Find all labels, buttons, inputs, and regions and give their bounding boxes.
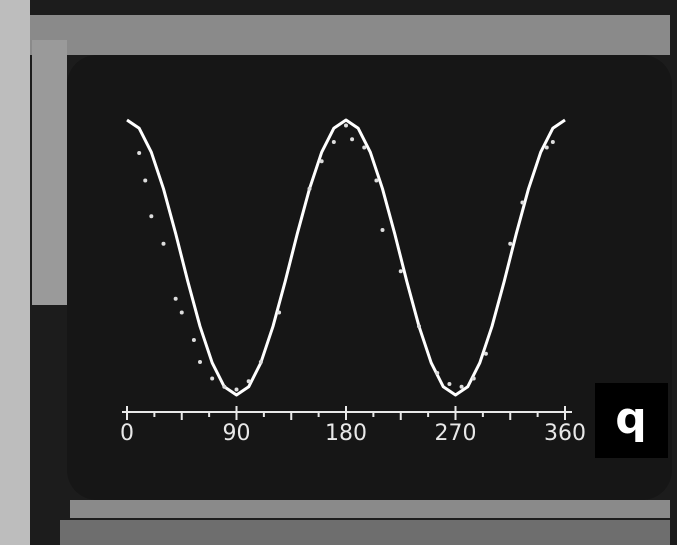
data-point (143, 179, 147, 183)
data-point (520, 201, 524, 205)
data-point (344, 124, 348, 128)
data-point (381, 228, 385, 232)
data-point (551, 140, 555, 144)
x-tick-label: 360 (544, 421, 586, 446)
data-point (447, 382, 451, 386)
data-point (399, 269, 403, 273)
chart: 0 90 180 270 360 q (0, 0, 677, 545)
x-tick-label: 90 (223, 421, 251, 446)
data-point (362, 146, 366, 150)
data-point (198, 360, 202, 364)
x-tick-label: 0 (120, 421, 134, 446)
data-point (162, 242, 166, 246)
data-point (435, 371, 439, 375)
data-point (222, 385, 226, 389)
x-tick-label: 270 (435, 421, 477, 446)
data-point (332, 140, 336, 144)
bottom-frame (60, 520, 670, 545)
data-point (149, 214, 153, 218)
data-point (350, 137, 354, 141)
data-point (247, 379, 251, 383)
data-point (192, 338, 196, 342)
data-point (460, 385, 464, 389)
data-point (374, 179, 378, 183)
bottom-bezel (70, 500, 670, 518)
data-point (137, 151, 141, 155)
panel-label: q (615, 393, 647, 444)
data-point (277, 311, 281, 315)
page: 090180270360q (() => { const data = JSON… (0, 0, 677, 545)
data-point (545, 146, 549, 150)
data-point (210, 377, 214, 381)
data-point (235, 388, 239, 392)
x-tick-label: 180 (325, 421, 367, 446)
top-bezel (30, 15, 670, 55)
left-bezel (32, 40, 67, 305)
data-point (472, 377, 476, 381)
data-point (174, 297, 178, 301)
data-point (417, 324, 421, 328)
data-point (259, 360, 263, 364)
data-point (308, 187, 312, 191)
data-point (484, 352, 488, 356)
data-point (180, 311, 184, 315)
data-point (320, 159, 324, 163)
data-point (508, 242, 512, 246)
left-strip (0, 0, 30, 545)
